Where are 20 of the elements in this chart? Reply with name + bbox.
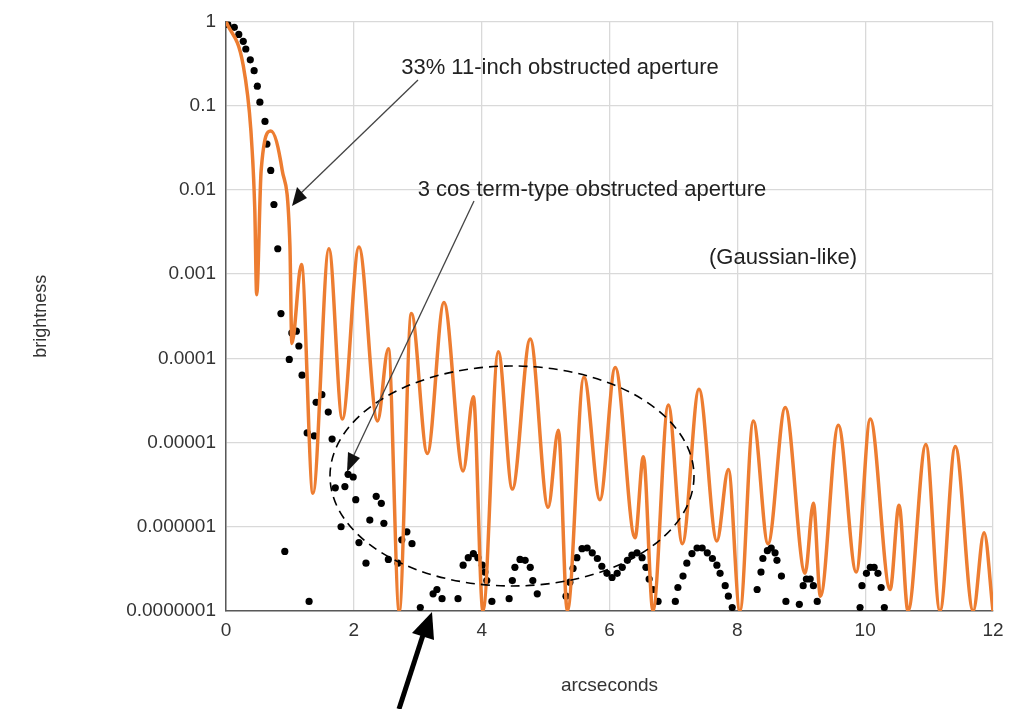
y-tick-label: 0.1 [189,93,216,115]
x-tick-label: 6 [604,618,615,640]
y-tick-label: 0.0001 [157,346,216,368]
x-tick-label: 4 [476,618,488,640]
y-tick-label: 0.01 [179,178,216,200]
x-tick-label: 10 [854,618,876,640]
annotation: 33% 11-inch obstructed aperture [401,54,719,80]
annotation: 3 cos term-type obstructed aperture [417,176,767,202]
y-tick-label: 0.0000001 [126,599,216,621]
x-tick-label: 2 [348,618,360,640]
x-axis-title: arcseconds [560,673,659,695]
y-axis-title: brightness [29,274,50,358]
y-tick-label: 0.00001 [147,430,216,452]
x-tick-label: 12 [982,618,1004,640]
y-tick-label: 1 [205,9,216,31]
annotation: (Gaussian-like) [709,244,857,270]
x-tick-label: 8 [732,618,743,640]
y-tick-label: 0.000001 [136,515,216,537]
x-tick-label: 0 [220,618,232,640]
y-tick-label: 0.001 [168,262,216,284]
